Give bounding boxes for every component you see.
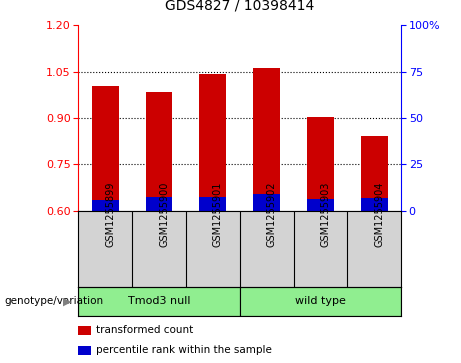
Bar: [253, 68, 280, 211]
Bar: [92, 200, 118, 211]
Bar: [361, 135, 388, 211]
Bar: [307, 199, 334, 211]
Text: GSM1255904: GSM1255904: [374, 182, 384, 247]
Bar: [199, 74, 226, 211]
Bar: [253, 194, 280, 211]
Text: ▶: ▶: [63, 296, 71, 306]
Bar: [146, 92, 172, 211]
Bar: [199, 197, 226, 211]
Text: GDS4827 / 10398414: GDS4827 / 10398414: [165, 0, 314, 13]
Text: percentile rank within the sample: percentile rank within the sample: [96, 345, 272, 355]
Text: transformed count: transformed count: [96, 325, 193, 335]
Bar: [92, 86, 118, 211]
Text: GSM1255902: GSM1255902: [266, 182, 277, 247]
Bar: [146, 197, 172, 211]
Text: GSM1255901: GSM1255901: [213, 182, 223, 247]
Text: GSM1255899: GSM1255899: [105, 182, 115, 247]
Text: Tmod3 null: Tmod3 null: [128, 296, 190, 306]
Text: genotype/variation: genotype/variation: [5, 296, 104, 306]
Bar: [307, 117, 334, 211]
Bar: [361, 198, 388, 211]
Bar: [78, 287, 240, 316]
Text: GSM1255903: GSM1255903: [320, 182, 331, 247]
Text: GSM1255900: GSM1255900: [159, 182, 169, 247]
Text: wild type: wild type: [295, 296, 346, 306]
Bar: [240, 287, 401, 316]
